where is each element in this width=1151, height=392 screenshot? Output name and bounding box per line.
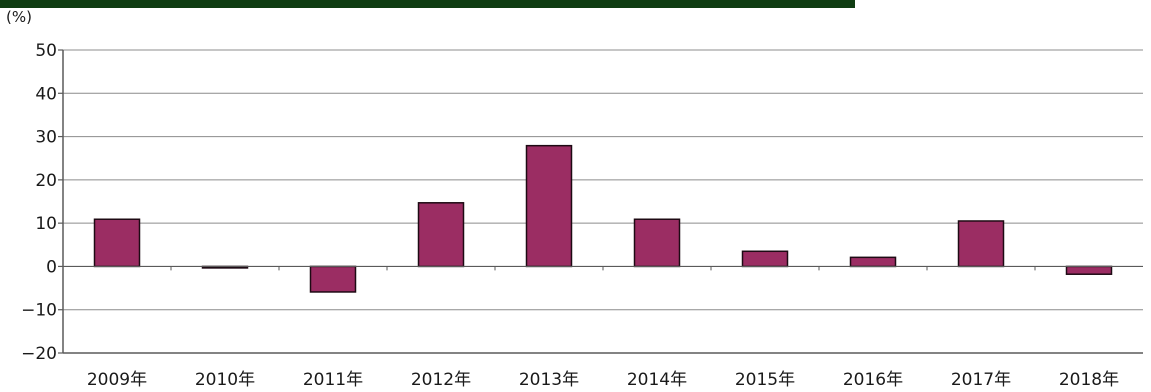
- x-tick-label: 2009年: [87, 370, 147, 390]
- bar: [417, 202, 465, 268]
- x-tick-label: 2017年: [951, 370, 1011, 390]
- bar: [1065, 265, 1113, 275]
- y-axis-tick-labels: 50 40 30 20 10 0 −10 −20: [21, 41, 57, 364]
- x-tick-label: 2014年: [627, 370, 687, 390]
- y-tick-label: 50: [35, 41, 57, 61]
- bars: [93, 144, 1113, 293]
- bar: [309, 265, 357, 293]
- y-tick-label: 40: [35, 84, 57, 104]
- bar: [741, 250, 789, 268]
- x-tick-label: 2016年: [843, 370, 903, 390]
- y-tick-label: −20: [21, 344, 57, 364]
- y-tick-label: 20: [35, 171, 57, 191]
- axes: [58, 49, 1143, 354]
- bar: [633, 218, 681, 268]
- x-tick-label: 2018年: [1059, 370, 1119, 390]
- y-tick-label: 30: [35, 128, 57, 148]
- bar: [849, 256, 897, 268]
- y-tick-label: 10: [35, 214, 57, 234]
- gridlines: [63, 49, 1143, 311]
- header-band: [0, 0, 855, 8]
- y-tick-label: −10: [21, 301, 57, 321]
- x-tick-label: 2012年: [411, 370, 471, 390]
- y-axis-unit-label: (%): [6, 8, 32, 26]
- x-axis-tick-labels: 2009年 2010年 2011年 2012年 2013年 2014年 2015年 2016年…: [87, 370, 1119, 390]
- bar: [525, 144, 573, 268]
- bar: [957, 220, 1005, 268]
- x-tick-label: 2010年: [195, 370, 255, 390]
- x-tick-label: 2015年: [735, 370, 795, 390]
- x-tick-label: 2011年: [303, 370, 363, 390]
- y-tick-label: 0: [46, 257, 57, 277]
- bar: [93, 218, 141, 268]
- x-tick-label: 2013年: [519, 370, 579, 390]
